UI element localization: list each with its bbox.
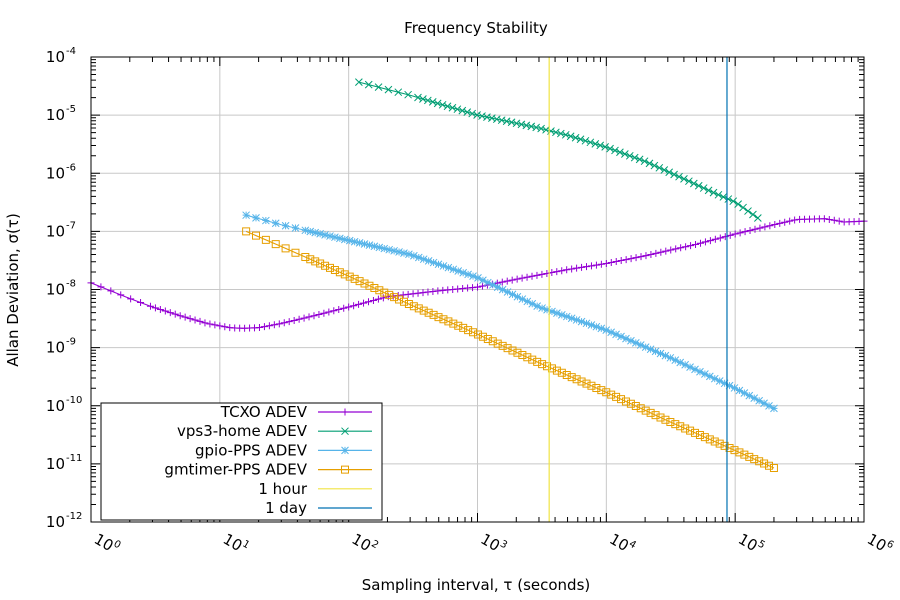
y-tick-exponent: -5 (66, 104, 76, 115)
legend-box (100, 402, 383, 521)
legend-marker-sample (341, 446, 349, 455)
legend-label: gpio-PPS ADEV (195, 441, 308, 459)
y-tick-exponent: -11 (66, 453, 82, 464)
series-markers (355, 78, 762, 222)
series-gmtimer-pps-adev (242, 227, 778, 472)
y-tick-exponent: -6 (66, 162, 76, 173)
y-tick-exponent: -7 (66, 220, 76, 231)
legend-marker-sample (341, 408, 349, 416)
y-tick-exponent: -4 (66, 46, 76, 57)
y-tick-exponent: -10 (66, 395, 82, 406)
legend-label: vps3-home ADEV (177, 422, 308, 440)
legend-label: gmtimer-PPS ADEV (164, 461, 307, 479)
legend-label: 1 day (265, 499, 307, 517)
y-tick-label: 10 (46, 281, 65, 299)
y-tick-label: 10 (46, 48, 65, 66)
y-tick-label: 10 (46, 455, 65, 473)
y-tick-label: 10 (46, 164, 65, 182)
legend-marker-sample (341, 427, 349, 436)
legend-label: TCXO ADEV (220, 403, 308, 421)
series-layer (87, 57, 868, 522)
legend-entry: gmtimer-PPS ADEV (164, 461, 372, 479)
y-tick-exponent: -8 (66, 279, 76, 290)
series-markers (242, 211, 778, 413)
chart-title: Frequency Stability (404, 19, 548, 37)
y-tick-label: 10 (46, 106, 65, 124)
y-tick-exponent: -12 (66, 511, 82, 522)
y-tick-exponent: -9 (66, 337, 76, 348)
legend-entry: 1 hour (258, 480, 372, 498)
legend-marker-sample (341, 465, 349, 474)
legend-entry: gpio-PPS ADEV (195, 441, 372, 459)
legend-entry: TCXO ADEV (220, 403, 372, 421)
series-vps3-home-adev (355, 78, 762, 222)
legend-entry: vps3-home ADEV (177, 422, 372, 440)
series-gpio-pps-adev (242, 211, 778, 413)
y-tick-label: 10 (46, 513, 65, 531)
y-axis-label: Allan Deviation, σ(τ) (4, 213, 22, 367)
y-tick-label: 10 (46, 222, 65, 240)
legend-entry: 1 day (265, 499, 372, 517)
series-line (358, 81, 759, 219)
y-tick-label: 10 (46, 339, 65, 357)
legend-label: 1 hour (258, 480, 308, 498)
x-axis-label: Sampling interval, τ (seconds) (362, 576, 591, 594)
series-markers (242, 227, 778, 472)
y-tick-label: 10 (46, 397, 65, 415)
